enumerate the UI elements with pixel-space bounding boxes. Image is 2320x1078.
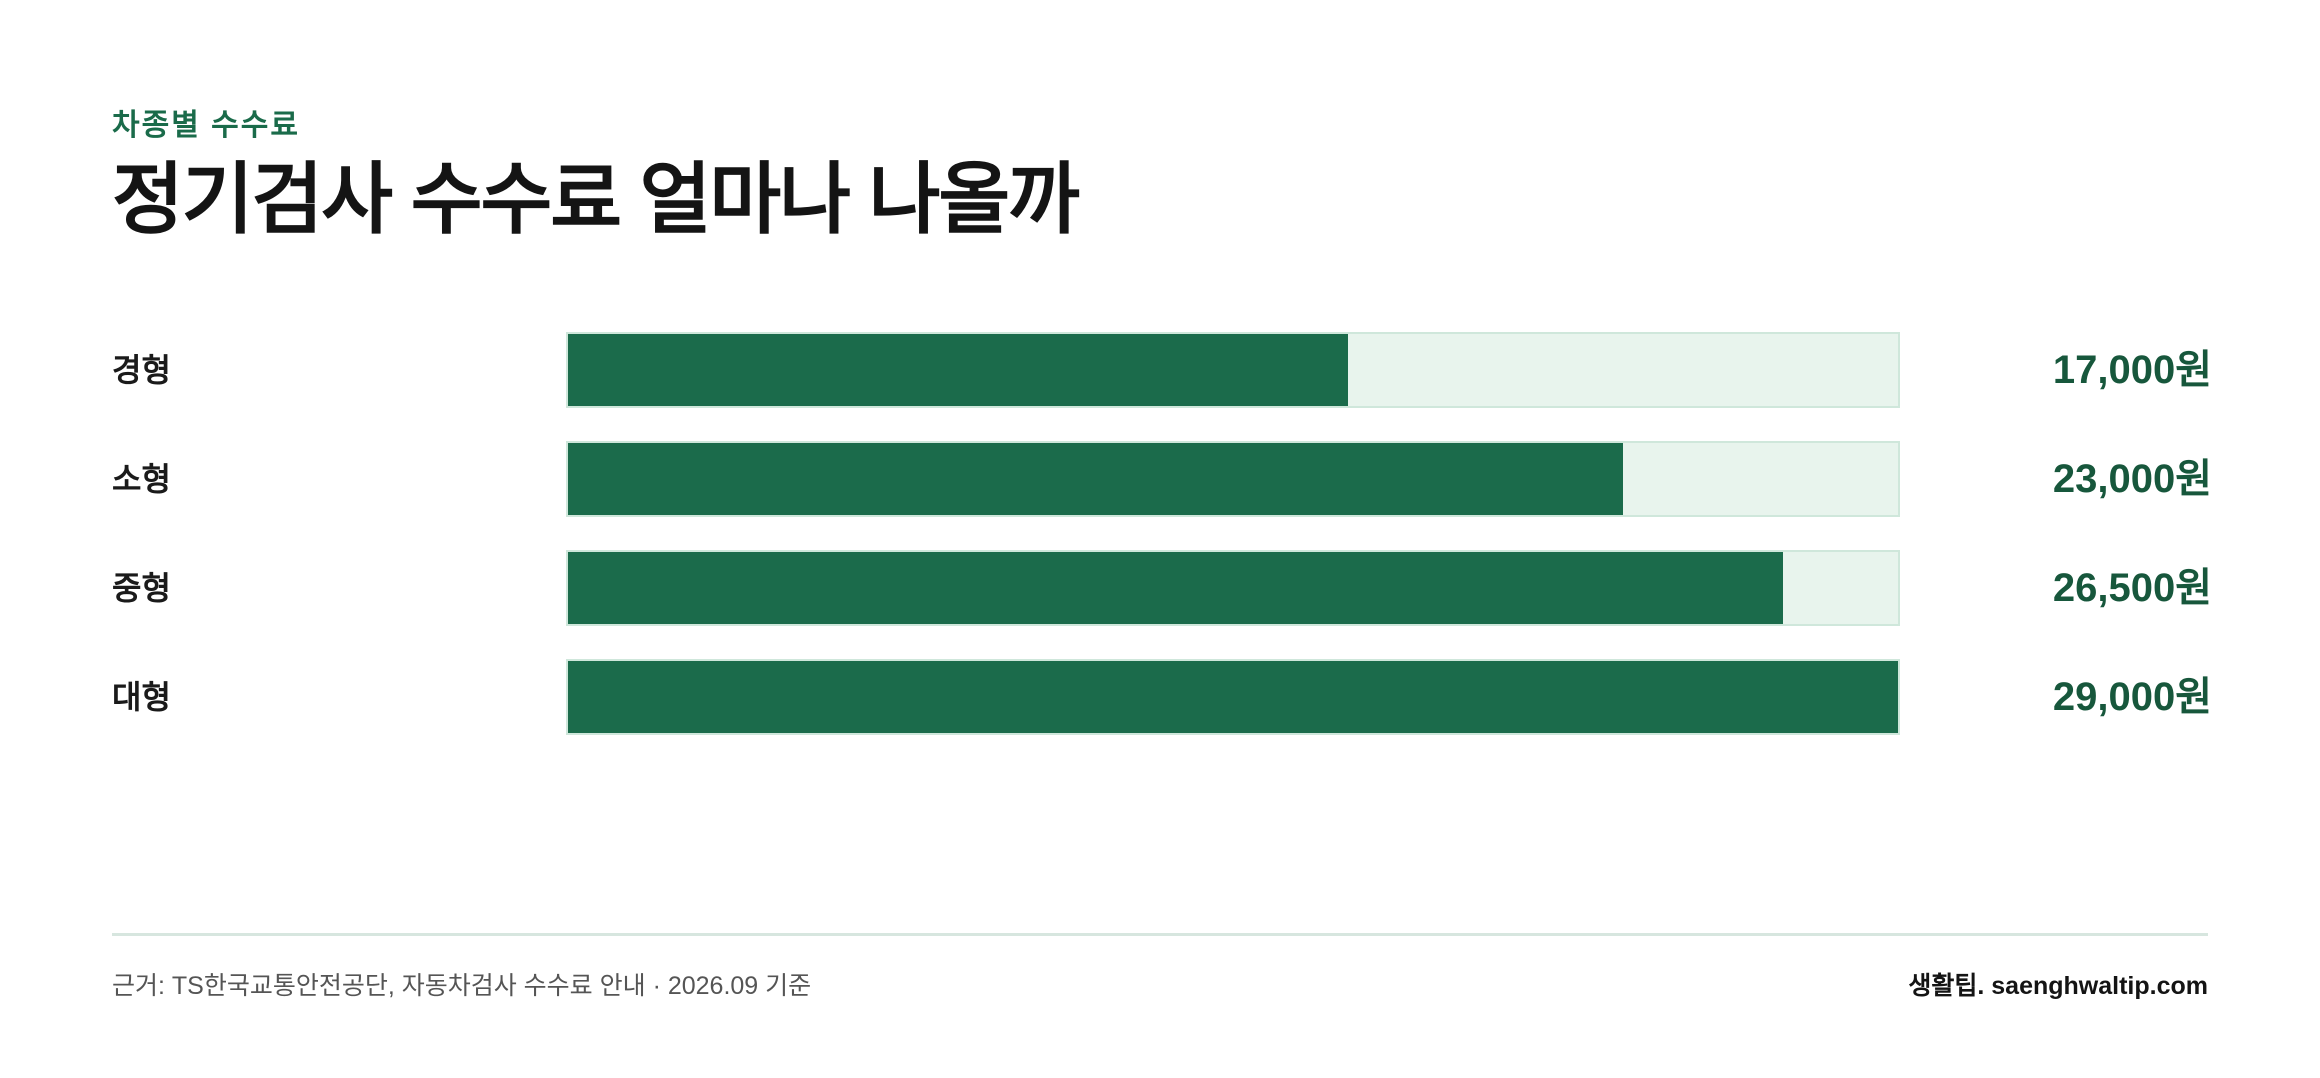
brand-credit: 생활팁. saenghwaltip.com — [1908, 972, 2208, 1000]
value-label: 23,000원 — [2052, 457, 2212, 501]
bar-track — [566, 332, 1900, 408]
bar-row: 경형 17,000원 — [112, 332, 2212, 408]
chart-title: 정기검사 수수료 얼마나 나올까 — [112, 155, 1080, 243]
bar — [568, 443, 1623, 515]
category-label: 중형 — [112, 570, 171, 606]
bar-track — [566, 659, 1900, 735]
bar-row: 소형 23,000원 — [112, 441, 2212, 517]
category-label: 경형 — [112, 352, 171, 388]
category-label: 소형 — [112, 461, 171, 497]
category-label: 대형 — [112, 679, 171, 715]
bar — [568, 334, 1348, 406]
footer-divider — [112, 933, 2208, 936]
value-label: 29,000원 — [2052, 675, 2212, 719]
bar — [568, 552, 1783, 624]
bar-track — [566, 550, 1900, 626]
bar-track — [566, 441, 1900, 517]
bar-row: 중형 26,500원 — [112, 550, 2212, 626]
source-note: 근거: TS한국교통안전공단, 자동차검사 수수료 안내 · 2026.09 기… — [112, 972, 812, 1000]
chart-eyebrow: 차종별 수수료 — [112, 109, 300, 142]
bar-row: 대형 29,000원 — [112, 659, 2212, 735]
value-label: 26,500원 — [2052, 566, 2212, 610]
value-label: 17,000원 — [2052, 348, 2212, 392]
bar — [568, 661, 1898, 733]
